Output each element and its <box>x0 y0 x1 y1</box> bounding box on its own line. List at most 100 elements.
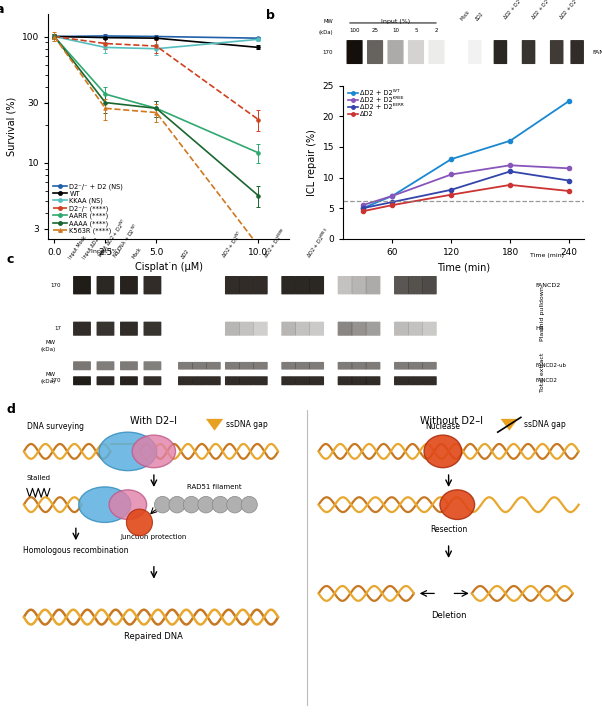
FancyBboxPatch shape <box>422 362 436 369</box>
Circle shape <box>198 496 214 513</box>
Text: MW: MW <box>323 19 333 24</box>
ΔD2 + D2ᴷᴿᴱᴱ <box>448 170 455 179</box>
ΔD2 + D2ᴱᴱᴿᴿ <box>507 167 514 175</box>
FancyBboxPatch shape <box>96 322 114 336</box>
FancyBboxPatch shape <box>296 276 310 294</box>
Text: ΔD2: ΔD2 <box>181 248 191 260</box>
FancyBboxPatch shape <box>394 276 409 294</box>
FancyBboxPatch shape <box>225 362 240 369</box>
FancyBboxPatch shape <box>120 322 138 336</box>
FancyBboxPatch shape <box>143 361 161 370</box>
Text: Total extract: Total extract <box>540 352 545 392</box>
FancyBboxPatch shape <box>352 376 366 385</box>
Text: Input (%): Input (%) <box>381 19 410 24</box>
FancyBboxPatch shape <box>296 362 310 369</box>
Text: 5: 5 <box>414 28 418 33</box>
Text: With D2–I: With D2–I <box>131 416 178 426</box>
FancyBboxPatch shape <box>73 361 91 370</box>
FancyBboxPatch shape <box>206 362 221 369</box>
Text: ΔD2 + D2$^\mathrm{KREE}$: ΔD2 + D2$^\mathrm{KREE}$ <box>304 225 332 260</box>
ΔD2 + D2ᴷᴿᴱᴱ <box>566 164 573 173</box>
Text: ΔD2 + D2$^\mathrm{WT}$: ΔD2 + D2$^\mathrm{WT}$ <box>500 0 527 21</box>
ΔD2 + D2ᵂᵀ <box>359 204 367 212</box>
FancyBboxPatch shape <box>422 276 436 294</box>
Circle shape <box>184 496 199 513</box>
Text: ΔD2 + D2$^\mathrm{WT}$: ΔD2 + D2$^\mathrm{WT}$ <box>220 228 246 260</box>
FancyBboxPatch shape <box>550 40 563 64</box>
FancyBboxPatch shape <box>192 362 206 369</box>
Line: ΔD2 + D2ᵂᵀ: ΔD2 + D2ᵂᵀ <box>361 99 571 210</box>
Text: Nuclease: Nuclease <box>426 421 461 431</box>
Text: FANCD2: FANCD2 <box>592 49 602 55</box>
FancyBboxPatch shape <box>408 376 423 385</box>
FancyBboxPatch shape <box>394 322 409 336</box>
FancyBboxPatch shape <box>309 362 324 369</box>
ΔD2 + D2ᴱᴱᴿᴿ <box>359 204 367 212</box>
ΔD2 + D2ᴱᴱᴿᴿ <box>566 176 573 185</box>
Line: ΔD2 + D2ᴱᴱᴿᴿ: ΔD2 + D2ᴱᴱᴿᴿ <box>361 169 571 210</box>
FancyBboxPatch shape <box>408 362 423 369</box>
Text: (kDa): (kDa) <box>41 347 56 352</box>
ΔD2 <box>507 180 514 189</box>
Ellipse shape <box>99 432 157 471</box>
Text: b: b <box>266 9 275 22</box>
FancyBboxPatch shape <box>96 276 114 294</box>
FancyBboxPatch shape <box>422 322 436 336</box>
FancyBboxPatch shape <box>143 322 161 336</box>
FancyBboxPatch shape <box>120 276 138 294</box>
Text: FANCD2-ub: FANCD2-ub <box>535 363 566 369</box>
FancyBboxPatch shape <box>352 322 366 336</box>
Circle shape <box>213 496 228 513</box>
FancyBboxPatch shape <box>120 361 138 370</box>
ΔD2 <box>359 207 367 215</box>
Text: Mock: Mock <box>131 246 143 260</box>
Polygon shape <box>206 419 223 431</box>
Text: 170: 170 <box>51 282 61 288</box>
Text: a: a <box>0 3 4 16</box>
FancyBboxPatch shape <box>494 40 507 64</box>
FancyBboxPatch shape <box>239 322 253 336</box>
FancyBboxPatch shape <box>366 362 380 369</box>
Y-axis label: Survival (%): Survival (%) <box>7 97 16 156</box>
ΔD2 + D2ᴷᴿᴱᴱ <box>507 161 514 170</box>
FancyBboxPatch shape <box>120 376 138 385</box>
Text: MW: MW <box>46 371 56 377</box>
Line: ΔD2 + D2ᴷᴿᴱᴱ: ΔD2 + D2ᴷᴿᴱᴱ <box>361 163 571 207</box>
Text: 100: 100 <box>349 28 360 33</box>
Text: 2: 2 <box>435 28 438 33</box>
Text: FANCD2: FANCD2 <box>535 282 560 288</box>
ΔD2 <box>448 190 455 199</box>
Text: 170: 170 <box>322 49 333 55</box>
Circle shape <box>227 496 243 513</box>
ΔD2 + D2ᴷᴿᴱᴱ <box>359 201 367 210</box>
Circle shape <box>169 496 185 513</box>
Text: 17: 17 <box>54 326 61 332</box>
Text: H3: H3 <box>535 326 544 332</box>
FancyBboxPatch shape <box>394 362 409 369</box>
FancyBboxPatch shape <box>338 376 352 385</box>
Text: Homologous recombination: Homologous recombination <box>23 546 129 555</box>
ΔD2 + D2ᵂᵀ <box>389 192 396 200</box>
Text: DNA surveying: DNA surveying <box>26 421 84 431</box>
ΔD2 + D2ᴷᴿᴱᴱ <box>389 192 396 200</box>
Ellipse shape <box>440 490 474 520</box>
FancyBboxPatch shape <box>253 362 268 369</box>
ΔD2 + D2ᴱᴱᴿᴿ <box>389 198 396 206</box>
FancyBboxPatch shape <box>367 40 383 64</box>
Text: Mock: Mock <box>459 9 471 21</box>
FancyBboxPatch shape <box>309 276 324 294</box>
Circle shape <box>241 496 257 513</box>
FancyBboxPatch shape <box>73 376 91 385</box>
Text: Stalled: Stalled <box>26 475 51 481</box>
Text: MW: MW <box>46 339 56 345</box>
FancyBboxPatch shape <box>347 40 362 64</box>
FancyBboxPatch shape <box>468 40 482 64</box>
FancyBboxPatch shape <box>352 362 366 369</box>
Text: No DNA + D2$^\mathrm{WT}$: No DNA + D2$^\mathrm{WT}$ <box>110 221 141 260</box>
Text: ssDNA gap: ssDNA gap <box>524 420 565 429</box>
Text: ssDNA gap: ssDNA gap <box>226 420 268 429</box>
FancyBboxPatch shape <box>281 362 296 369</box>
Text: Plasmid pulldown: Plasmid pulldown <box>540 287 545 341</box>
ΔD2 <box>566 187 573 195</box>
Text: Repaired DNA: Repaired DNA <box>125 632 183 641</box>
